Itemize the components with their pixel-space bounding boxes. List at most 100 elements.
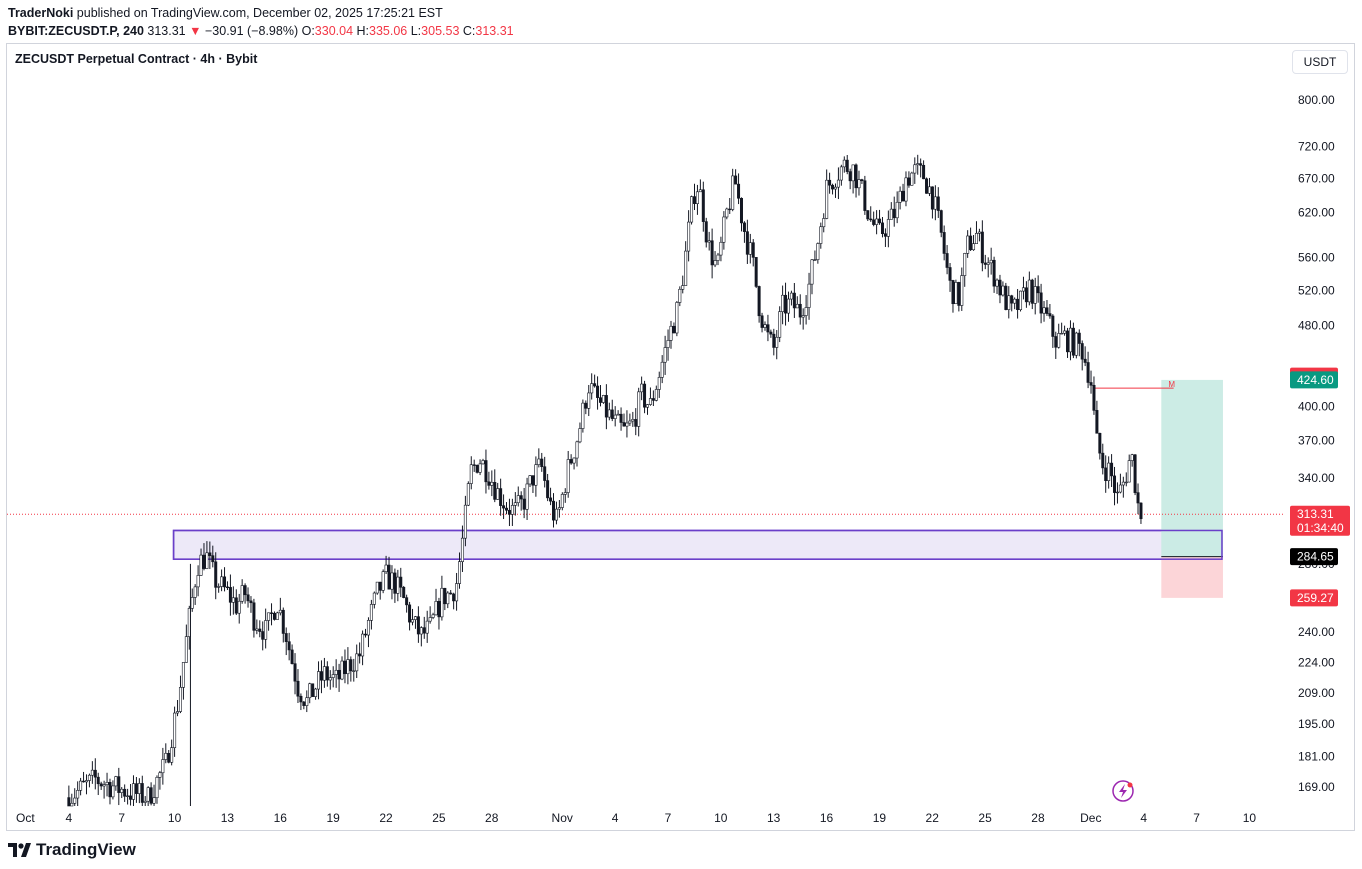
candle-body xyxy=(916,163,920,166)
candle-body xyxy=(167,752,171,763)
candle-body xyxy=(131,783,135,800)
candle-body xyxy=(951,280,955,305)
candle-body xyxy=(469,464,473,484)
candle-body xyxy=(1113,475,1117,493)
author-name[interactable]: TraderNoki xyxy=(8,6,74,20)
lightning-glyph-icon xyxy=(1119,784,1127,798)
candle-body xyxy=(948,267,952,281)
candle-body xyxy=(355,653,359,672)
tradingview-footer[interactable]: TradingView xyxy=(8,840,136,860)
candle-body xyxy=(1127,460,1131,483)
close-value: 313.31 xyxy=(475,24,514,38)
candle-body xyxy=(554,508,558,521)
candle-body xyxy=(181,662,185,688)
candle-body xyxy=(249,600,253,604)
candle-body xyxy=(270,612,274,614)
target-price-label: 424.60 xyxy=(1297,373,1334,387)
high-label: H: xyxy=(356,24,370,38)
x-tick-label: 22 xyxy=(379,811,393,825)
candle-body xyxy=(628,420,632,424)
candle-body xyxy=(807,283,811,308)
x-tick-label: 25 xyxy=(978,811,992,825)
candle-body xyxy=(596,385,600,398)
y-tick-label: 800.00 xyxy=(1298,93,1335,107)
candle-body xyxy=(140,783,144,803)
candle-body xyxy=(1045,307,1049,314)
candle-body xyxy=(384,564,388,572)
candle-body xyxy=(146,787,150,802)
candle-body xyxy=(781,294,785,312)
candle-body xyxy=(766,324,770,333)
candle-body xyxy=(698,189,702,193)
candle-body xyxy=(143,800,147,803)
candle-body xyxy=(358,653,362,657)
candle-body xyxy=(440,587,444,618)
candle-body xyxy=(742,222,746,232)
candle-body xyxy=(640,383,644,393)
candle-body xyxy=(986,262,990,265)
close-label: C: xyxy=(462,24,476,38)
candle-body xyxy=(173,712,177,748)
candle-body xyxy=(149,787,153,804)
currency-button[interactable]: USDT xyxy=(1292,50,1348,74)
candle-body xyxy=(507,509,511,515)
candle-body xyxy=(657,377,661,390)
candle-body xyxy=(76,790,80,799)
candle-body xyxy=(255,628,259,631)
open-value: 330.04 xyxy=(314,24,354,38)
candle-body xyxy=(322,666,326,681)
candle-body xyxy=(220,576,224,587)
candle-body xyxy=(199,554,203,576)
candle-body xyxy=(402,586,406,598)
candle-body xyxy=(1051,315,1055,337)
candle-body xyxy=(496,488,500,500)
candle-body xyxy=(651,398,655,401)
candle-body xyxy=(472,464,476,466)
x-tick-label: 4 xyxy=(1140,811,1147,825)
x-tick-label: Nov xyxy=(552,811,573,825)
candle-body xyxy=(422,627,426,634)
candle-body xyxy=(234,597,238,614)
lightning-icon[interactable] xyxy=(1112,780,1134,802)
candle-body xyxy=(578,428,582,443)
long-target-zone[interactable] xyxy=(1161,379,1223,557)
stop-price-label-bg xyxy=(1290,589,1338,607)
candle-body xyxy=(240,585,244,602)
candle-body xyxy=(872,219,876,225)
candle-body xyxy=(478,463,482,473)
candle-body xyxy=(102,784,106,787)
candle-body xyxy=(883,233,887,237)
candle-body xyxy=(587,392,591,409)
candle-body xyxy=(1010,295,1014,304)
candle-body xyxy=(1074,332,1078,356)
candle-body xyxy=(681,285,685,290)
candle-body xyxy=(839,166,843,181)
candle-body xyxy=(572,457,576,464)
candle-body xyxy=(231,597,235,603)
candle-body xyxy=(1124,481,1128,484)
candle-body xyxy=(707,240,711,243)
x-tick-label: 7 xyxy=(118,811,125,825)
candle-body xyxy=(845,159,849,172)
candle-body xyxy=(1077,332,1081,344)
candle-body xyxy=(690,196,694,223)
long-stop-zone[interactable] xyxy=(1161,556,1223,598)
candle-body xyxy=(557,507,561,510)
candle-body xyxy=(751,242,755,258)
x-tick-label: 4 xyxy=(612,811,619,825)
candle-body xyxy=(760,315,764,328)
candle-body xyxy=(1060,332,1064,335)
candle-body xyxy=(217,586,221,588)
candle-body xyxy=(129,795,133,800)
candle-body xyxy=(543,466,547,481)
candle-body xyxy=(534,464,538,486)
candle-body xyxy=(317,671,321,690)
candle-body xyxy=(137,783,141,794)
candle-body xyxy=(366,620,370,636)
candle-body xyxy=(643,383,647,408)
candle-body xyxy=(375,581,379,594)
support-zone[interactable] xyxy=(172,529,1223,560)
candles xyxy=(67,154,1143,807)
candle-body xyxy=(73,797,77,804)
